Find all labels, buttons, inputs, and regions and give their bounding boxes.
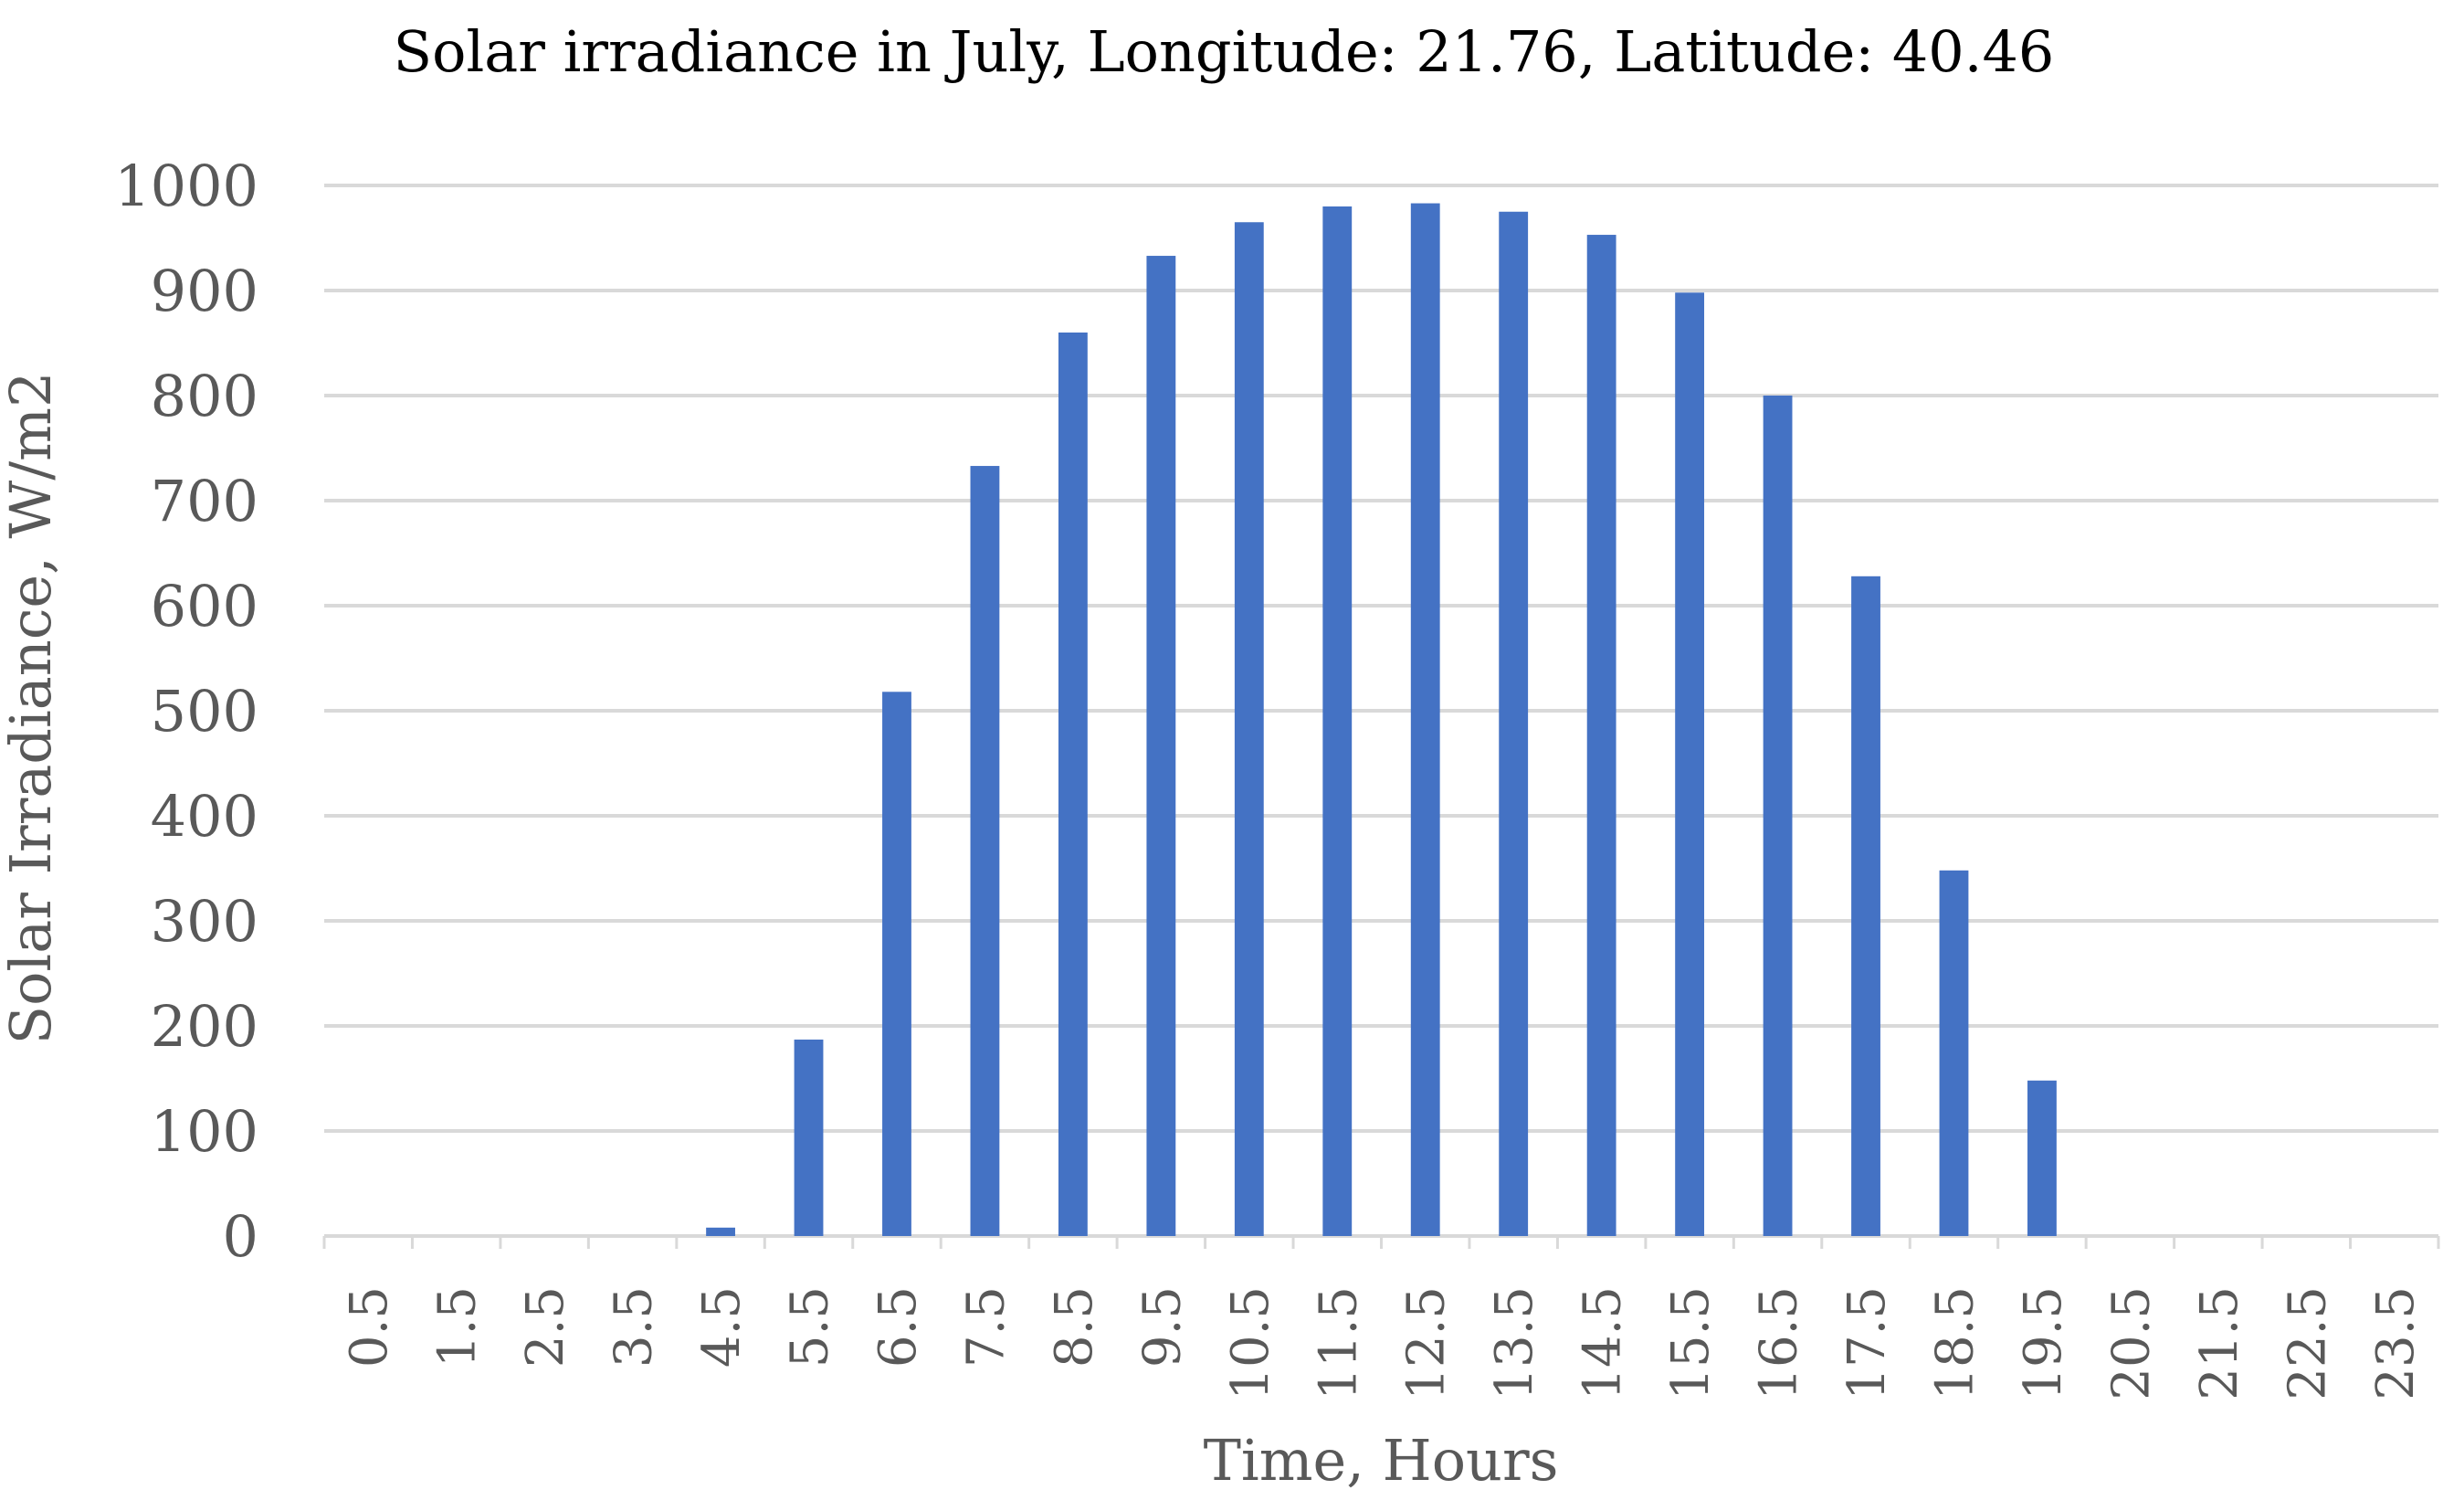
x-tick-label: 11.5 [1309,1286,1368,1400]
x-tick-label: 10.5 [1221,1286,1280,1400]
bar [882,692,911,1236]
bar [1675,292,1705,1236]
bar [1851,576,1880,1236]
bar [1146,256,1176,1236]
x-tick-label: 1.5 [428,1286,488,1368]
y-axis-ticks: 0 100 200 300 400 500 600 700 800 900 1000 [114,153,258,1270]
bar [1058,333,1088,1236]
bar [794,1039,824,1236]
y-tick-label: 600 [151,573,258,639]
bar [706,1227,735,1236]
y-axis-label: Solar Irradiance, W/m2 [0,372,64,1045]
x-tick-label: 20.5 [2101,1286,2161,1400]
bar [1939,870,1969,1236]
x-tick-label: 4.5 [692,1286,752,1368]
bar [1763,396,1793,1236]
x-tick-label: 16.5 [1750,1286,1809,1400]
x-tick-label: 7.5 [956,1286,1016,1368]
x-tick-label: 3.5 [605,1286,664,1368]
x-tick-label: 22.5 [2278,1286,2337,1400]
y-tick-label: 0 [223,1203,258,1270]
bars [706,203,2057,1236]
x-tick-label: 13.5 [1485,1286,1544,1400]
bar [2027,1080,2057,1236]
bar [1499,211,1529,1236]
y-tick-label: 800 [151,363,258,429]
y-tick-label: 500 [151,678,258,745]
x-tick-label: 9.5 [1132,1286,1192,1368]
x-axis-ticks: 0.5 1.5 2.5 3.5 4.5 5.5 6.5 7.5 8.5 9.5 10.5 11.5 12… [340,1286,2426,1400]
bar [970,466,1000,1236]
x-tick-label: 18.5 [1925,1286,1985,1400]
y-tick-label: 400 [151,783,258,850]
x-tick-label: 5.5 [781,1286,840,1368]
bar [1410,203,1440,1236]
y-tick-label: 900 [151,258,258,324]
bar [1322,206,1353,1236]
x-axis-label: Time, Hours [1204,1427,1559,1494]
y-tick-label: 100 [151,1098,258,1165]
x-tick-label: 2.5 [516,1286,575,1368]
x-tick-label: 23.5 [2366,1286,2426,1400]
x-tick-label: 21.5 [2190,1286,2249,1400]
y-tick-label: 700 [151,468,258,534]
x-tick-label: 19.5 [2014,1286,2073,1400]
x-tick-label: 8.5 [1045,1286,1104,1368]
x-tick-label: 17.5 [1837,1286,1897,1400]
chart-title: Solar irradiance in July, Longitude: 21.… [394,18,2055,85]
x-tick-label: 15.5 [1661,1286,1721,1400]
x-tick-label: 14.5 [1574,1286,1633,1400]
y-tick-label: 1000 [114,153,258,219]
x-tick-label: 0.5 [340,1286,399,1368]
y-tick-label: 200 [151,993,258,1060]
bar [1234,222,1264,1236]
bar [1586,235,1616,1236]
y-tick-label: 300 [151,888,258,955]
x-tick-label: 6.5 [869,1286,928,1368]
gridlines [322,184,2440,1249]
x-tick-label: 12.5 [1397,1286,1457,1400]
